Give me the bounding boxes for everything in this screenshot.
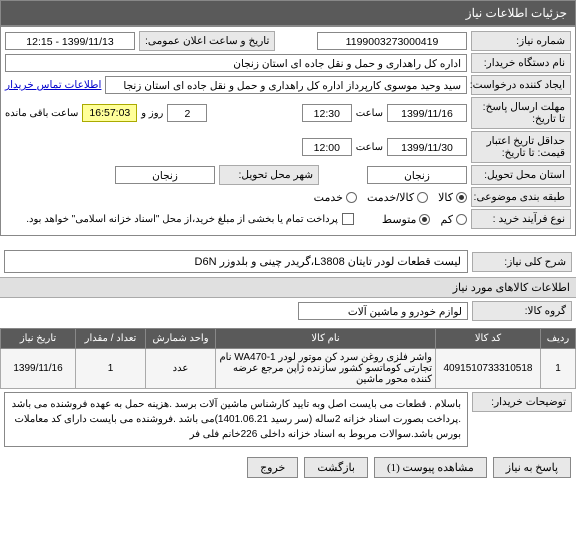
th-code: کد کالا bbox=[436, 329, 541, 349]
validity-date: 1399/11/30 bbox=[387, 138, 467, 156]
category-label: طبقه بندی موضوعی: bbox=[471, 187, 571, 207]
delivery-city-label: شهر محل تحویل: bbox=[219, 165, 319, 185]
process-label: نوع فرآیند خرید : bbox=[471, 209, 571, 229]
days-count: 2 bbox=[167, 104, 207, 122]
radio-goods[interactable]: کالا bbox=[438, 191, 467, 204]
summary-label: شرح کلی نیاز: bbox=[472, 252, 572, 272]
group-value: لوازم خودرو و ماشین آلات bbox=[298, 302, 468, 320]
time-label-2: ساعت bbox=[356, 142, 383, 153]
th-name: نام کالا bbox=[216, 329, 436, 349]
header-title: جزئیات اطلاعات نیاز bbox=[466, 6, 567, 20]
cell-name: واشر فلزی روغن سرد کن موتور لودر WA470-1… bbox=[216, 349, 436, 389]
notes-text: باسلام . قطعات می بایست اصل وبه تایید کا… bbox=[4, 392, 468, 447]
validity-label: حداقل تاریخ اعتبار قیمت: تا تاریخ: bbox=[471, 131, 571, 163]
th-unit: واحد شمارش bbox=[146, 329, 216, 349]
radio-icon bbox=[417, 192, 428, 203]
process-radio-group: کم متوسط bbox=[382, 213, 467, 226]
attachments-button[interactable]: مشاهده پیوست (1) bbox=[374, 457, 487, 478]
buyer-contact-link[interactable]: اطلاعات تماس خریدار bbox=[5, 79, 101, 91]
need-number-value: 1199003273000419 bbox=[317, 32, 467, 50]
th-row: ردیف bbox=[541, 329, 576, 349]
need-number-label: شماره نیاز: bbox=[471, 31, 571, 51]
time-label-1: ساعت bbox=[356, 108, 383, 119]
deadline-date: 1399/11/16 bbox=[387, 104, 467, 122]
radio-goods-service[interactable]: کالا/خدمت bbox=[367, 191, 428, 204]
creator-value: سید وحید موسوی کارپرداز اداره کل راهداری… bbox=[105, 76, 467, 94]
goods-section-heading: اطلاعات کالاهای مورد نیاز bbox=[0, 277, 576, 298]
buyer-value: اداره کل راهداری و حمل و نقل جاده ای است… bbox=[5, 54, 467, 72]
cell-code: 4091510733310518 bbox=[436, 349, 541, 389]
validity-time: 12:00 bbox=[302, 138, 352, 156]
payment-checkbox[interactable] bbox=[342, 213, 354, 225]
radio-mid[interactable]: متوسط bbox=[382, 213, 431, 226]
radio-icon bbox=[419, 214, 430, 225]
creator-label: ایجاد کننده درخواست: bbox=[471, 75, 571, 95]
back-button[interactable]: بازگشت bbox=[304, 457, 368, 478]
radio-icon bbox=[346, 192, 357, 203]
exit-button[interactable]: خروج bbox=[247, 457, 298, 478]
deadline-label: مهلت ارسال پاسخ: تا تاریخ: bbox=[471, 97, 571, 129]
group-label: گروه کالا: bbox=[472, 301, 572, 321]
deadline-time: 12:30 bbox=[302, 104, 352, 122]
table-row: 1 4091510733310518 واشر فلزی روغن سرد کن… bbox=[1, 349, 576, 389]
radio-icon bbox=[456, 192, 467, 203]
countdown-timer: 16:57:03 bbox=[82, 104, 137, 122]
buyer-label: نام دستگاه خریدار: bbox=[471, 53, 571, 73]
public-datetime-label: تاریخ و ساعت اعلان عمومی: bbox=[139, 31, 275, 51]
cell-row: 1 bbox=[541, 349, 576, 389]
th-date: تاریخ نیاز bbox=[1, 329, 76, 349]
notes-label: توضیحات خریدار: bbox=[472, 392, 572, 412]
delivery-province: زنجان bbox=[367, 166, 467, 184]
public-datetime-value: 1399/11/13 - 12:15 bbox=[5, 32, 135, 50]
radio-icon bbox=[456, 214, 467, 225]
remaining-label: ساعت باقی مانده bbox=[5, 108, 78, 119]
radio-low[interactable]: کم bbox=[440, 213, 467, 226]
delivery-province-label: استان محل تحویل: bbox=[471, 165, 571, 185]
page-header: جزئیات اطلاعات نیاز bbox=[0, 0, 576, 26]
button-row: پاسخ به نیاز مشاهده پیوست (1) بازگشت خرو… bbox=[0, 452, 576, 483]
cell-date: 1399/11/16 bbox=[1, 349, 76, 389]
th-qty: تعداد / مقدار bbox=[76, 329, 146, 349]
radio-service[interactable]: خدمت bbox=[314, 191, 357, 204]
info-form: شماره نیاز: 1199003273000419 تاریخ و ساع… bbox=[0, 26, 576, 236]
days-label: روز و bbox=[141, 108, 163, 119]
reply-button[interactable]: پاسخ به نیاز bbox=[493, 457, 571, 478]
payment-text: پرداخت تمام یا بخشی از مبلغ خرید،از محل … bbox=[26, 214, 338, 225]
delivery-city: زنجان bbox=[115, 166, 215, 184]
cell-unit: عدد bbox=[146, 349, 216, 389]
cell-qty: 1 bbox=[76, 349, 146, 389]
summary-text: لیست قطعات لودر تایتان L3808،گریدر چینی … bbox=[4, 250, 468, 273]
category-radio-group: کالا کالا/خدمت خدمت bbox=[314, 191, 467, 204]
goods-table: ردیف کد کالا نام کالا واحد شمارش تعداد /… bbox=[0, 328, 576, 389]
